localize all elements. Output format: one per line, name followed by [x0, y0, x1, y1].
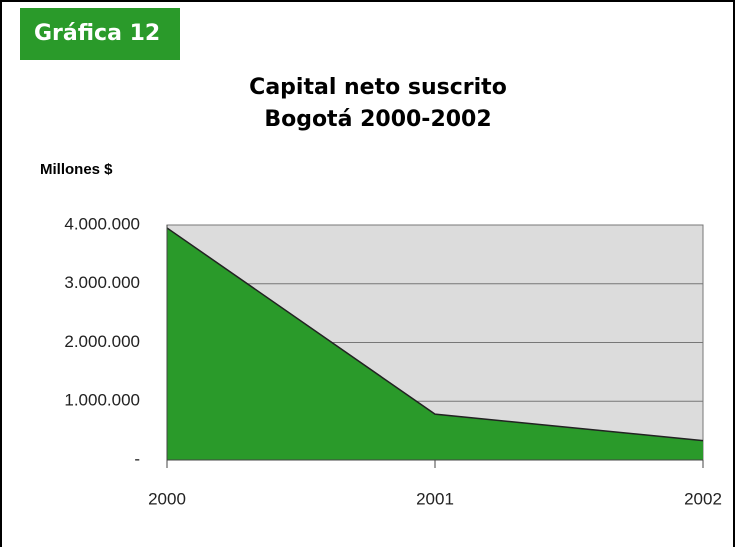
x-tick-label: 2000: [148, 489, 186, 508]
y-tick-label: -: [134, 449, 140, 468]
chart-title: Capital neto suscrito: [249, 75, 507, 100]
y-tick-label: 3.000.000: [64, 273, 140, 292]
header-label: Gráfica 12: [34, 21, 160, 46]
y-tick-label: 1.000.000: [64, 391, 140, 410]
x-tick-label: 2002: [684, 489, 722, 508]
y-tick-label: 2.000.000: [64, 332, 140, 351]
area: [167, 227, 703, 460]
header-badge: [20, 8, 180, 60]
x-tick-label: 2001: [416, 489, 454, 508]
area-edge: [166, 227, 704, 442]
y-axis-label: Millones $: [40, 161, 113, 178]
y-tick-label: 4.000.000: [64, 214, 140, 233]
chart-subtitle: Bogotá 2000-2002: [264, 107, 491, 132]
